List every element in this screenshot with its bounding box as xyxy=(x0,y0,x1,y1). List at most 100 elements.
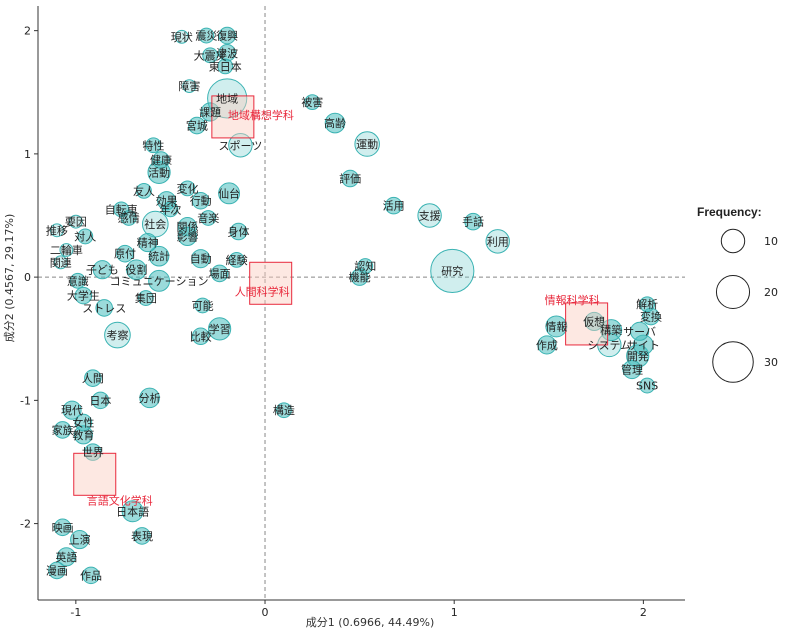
bubble-97f3697d xyxy=(200,210,217,226)
word-label: 役割 xyxy=(125,263,147,277)
bubble-610f8b58 xyxy=(69,272,86,289)
bubble-9707707d xyxy=(198,27,215,44)
word-label: 地域 xyxy=(216,92,238,105)
y-axis-label: 成分2 (0.4567, 29.17%) xyxy=(3,214,16,343)
word-label: 評価 xyxy=(339,172,361,186)
bubble-6d3b7528 xyxy=(384,196,403,215)
word-label: 映画 xyxy=(52,521,74,534)
word-label: 変化 xyxy=(176,181,198,195)
bubble-69cb9020 xyxy=(276,402,292,419)
bubble-73fe4ee3 xyxy=(62,400,82,420)
word-label: 年次 xyxy=(159,202,181,216)
word-label: 教育 xyxy=(72,428,94,442)
bubble-898156e0 xyxy=(68,214,83,229)
y-tick-label: 1 xyxy=(24,148,31,161)
bubble-5f795272 xyxy=(126,259,147,281)
word-label: 可能 xyxy=(192,298,214,312)
word-label: 運動 xyxy=(356,137,378,151)
bubble-82f18a9e xyxy=(56,547,76,567)
word-label: ストレス xyxy=(82,302,126,315)
bubble-7d718a08 xyxy=(148,245,170,267)
bubble-95a29023 xyxy=(53,255,68,270)
word-label: 経験 xyxy=(226,253,248,267)
bubble-81ea52d5 xyxy=(191,249,211,269)
word-label: 大学生 xyxy=(67,289,100,303)
word-label: 精神 xyxy=(137,236,159,250)
word-label: 現代 xyxy=(61,404,83,417)
bubble-904b52d5 xyxy=(354,131,380,157)
word-label: 課題 xyxy=(199,105,221,119)
word-label: 友人 xyxy=(133,184,155,198)
word-label: 意識 xyxy=(67,274,89,288)
legend-label: 10 xyxy=(764,235,778,248)
bubble-52297528 xyxy=(485,229,510,254)
word-label: 影響 xyxy=(176,229,198,243)
word-label: 子ども xyxy=(86,264,119,277)
word-label: 変換 xyxy=(640,310,662,324)
bubble-5f7197ff xyxy=(177,226,198,247)
word-label: 震災 xyxy=(195,30,217,43)
word-label: 特性 xyxy=(142,138,164,152)
bubble-884c52d5 xyxy=(191,191,210,210)
bubble-30b930dd30fc30c4 xyxy=(228,133,253,158)
word-label: 仙台 xyxy=(218,186,240,200)
bubble-4ed953f0 xyxy=(218,182,241,205)
word-label: 被害 xyxy=(301,95,323,109)
word-label: 推移 xyxy=(46,223,68,237)
bubble-8a554fa1 xyxy=(341,169,359,188)
bubble-5fa98208 xyxy=(218,26,236,45)
word-label: 東日本 xyxy=(209,59,242,73)
bubble-58349762 xyxy=(210,264,229,283)
legend-circle-10 xyxy=(720,228,746,254)
word-label: 現状 xyxy=(171,30,193,44)
word-label: 開発 xyxy=(627,349,649,363)
bubble-5bb665cf xyxy=(53,421,72,439)
bubble-8ab2984c xyxy=(200,102,220,122)
word-label: コミュニケーション xyxy=(110,275,209,288)
word-label: SNS xyxy=(636,380,658,393)
bubble-80035bdf xyxy=(104,321,131,349)
bubble-4f5c6210 xyxy=(537,335,557,355)
axes: -1 0 1 2 2 1 0 -1 -2 xyxy=(20,6,685,619)
bubble-72796027 xyxy=(145,137,162,154)
bubble-6f2b753b xyxy=(48,561,66,580)
word-label: 作成 xyxy=(536,339,558,352)
bubble-30b530fc30d0 xyxy=(630,321,650,341)
word-label: 情報 xyxy=(545,320,567,333)
word-label: 考察 xyxy=(106,328,128,342)
bubble-611f60c5 xyxy=(120,210,137,226)
group-label: 情報科学科 xyxy=(545,293,600,307)
bubble-969c5bb3 xyxy=(182,79,197,94)
bubble-52066790 xyxy=(139,387,160,409)
bubble-73fe72b6 xyxy=(174,29,189,44)
x-tick-label: 1 xyxy=(451,606,458,619)
word-label: 身体 xyxy=(228,225,250,239)
bubble-4eee60f3 xyxy=(584,311,604,332)
bubble-8a8d77e5 xyxy=(357,258,374,274)
word-label: 大震災 xyxy=(194,48,227,62)
bubble-30b330df30e530cb30b130fc30b730e730f3 xyxy=(148,269,171,292)
word-label: 行動 xyxy=(190,194,212,208)
word-label: 対人 xyxy=(74,229,96,243)
bubble-5b5030693082 xyxy=(92,260,112,280)
word-label: 活用 xyxy=(383,200,405,213)
word-label: 関連 xyxy=(50,255,72,269)
bubble-4e0a6f14 xyxy=(70,530,90,550)
bubble-65e5672c8a9e xyxy=(121,500,144,523)
bubble-sns xyxy=(639,377,656,394)
bubble-624b8a71 xyxy=(464,212,482,231)
word-label: 日本 xyxy=(89,393,111,407)
bubble-5b667fd2 xyxy=(208,317,232,341)
word-label: 日本語 xyxy=(116,504,149,518)
bubble-6bd48f03 xyxy=(191,327,210,346)
word-label: 手話 xyxy=(462,215,484,229)
word-label: 上演 xyxy=(69,533,91,547)
word-label: 管理 xyxy=(621,363,643,377)
legend-label: 30 xyxy=(764,356,778,369)
word-label: 認知 xyxy=(354,259,376,273)
bubble-96c656e3 xyxy=(137,290,154,306)
bubble-69cb7bc9 xyxy=(600,319,623,342)
